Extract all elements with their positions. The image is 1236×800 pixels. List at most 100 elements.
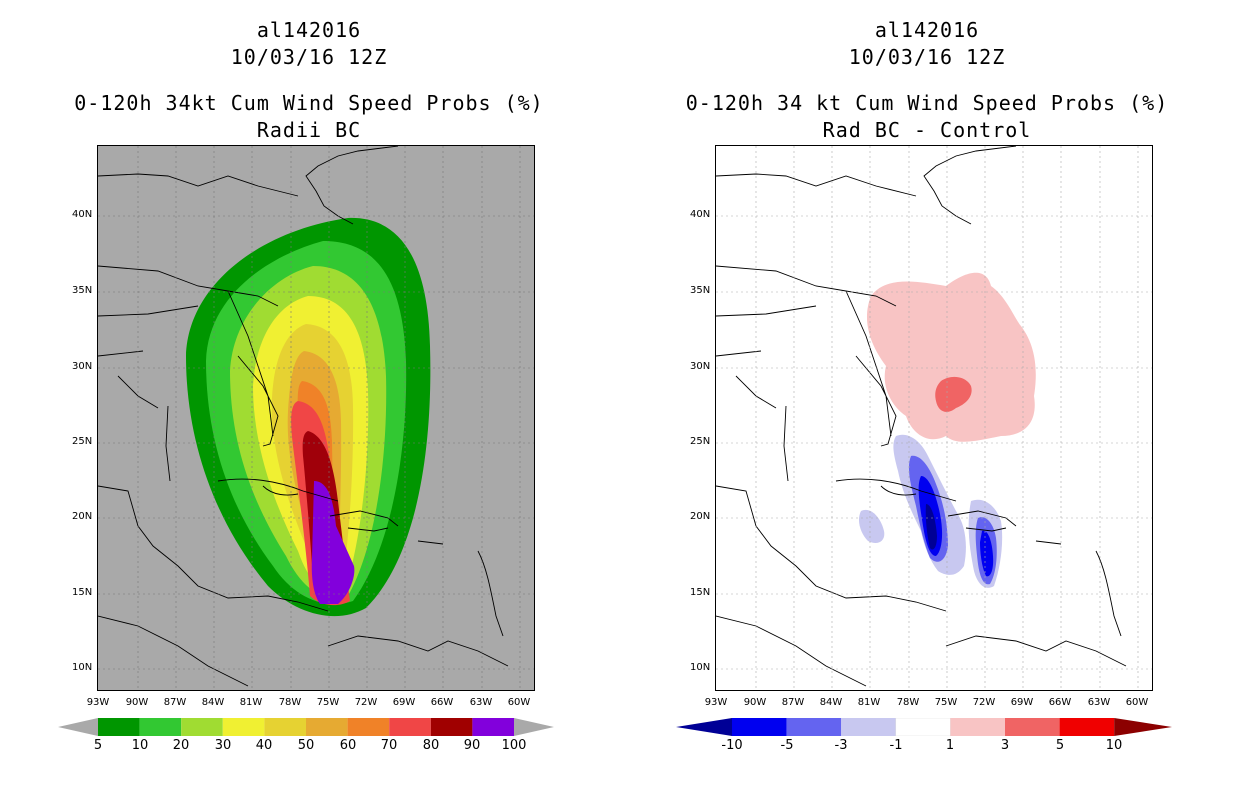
lon-tick-93w: 93W [86, 697, 110, 708]
lon-tick-69w: 69W [1010, 697, 1034, 708]
negative-5-10-east [980, 530, 994, 577]
cb-label-20: 20 [172, 738, 190, 753]
lon-tick-78w: 78W [278, 697, 302, 708]
forecast-date: 10/03/16 12Z [230, 45, 388, 69]
cb-label-minus1: -1 [889, 738, 903, 753]
lat-tick-15n: 15N [690, 587, 711, 598]
colorbar-swatches [58, 718, 554, 736]
swatch-minus1-1 [895, 718, 951, 736]
lon-tick-90w: 90W [743, 697, 767, 708]
swatch-20-30 [181, 718, 223, 736]
cb-label-minus10: -10 [721, 738, 743, 753]
coastlines [98, 146, 509, 687]
lon-tick-63w: 63W [1087, 697, 1111, 708]
cb-label-90: 90 [463, 738, 481, 753]
lat-tick-15n: 15N [72, 587, 93, 598]
lat-lon-grid [98, 146, 534, 690]
positive-3-5 [935, 376, 972, 412]
lon-tick-87w: 87W [781, 697, 805, 708]
swatch-10-20 [139, 718, 182, 736]
left-panel: al142016 10/03/16 12Z 0-120h 34kt Cum Wi… [58, 18, 554, 753]
positive-1-3 [866, 272, 1036, 442]
lon-tick-66w: 66W [1048, 697, 1072, 708]
lon-tick-72w: 72W [972, 697, 996, 708]
lat-tick-30n: 30N [690, 361, 711, 372]
lon-tick-60w: 60W [1125, 697, 1149, 708]
swatch-60-70 [347, 718, 390, 736]
lat-tick-40n: 40N [690, 209, 711, 220]
probability-colorbar [58, 718, 554, 736]
lat-tick-10n: 10N [72, 662, 93, 673]
lon-tick-60w: 60W [507, 697, 531, 708]
cb-label-60: 60 [339, 738, 357, 753]
lat-tick-30n: 30N [72, 361, 93, 372]
lon-tick-81w: 81W [857, 697, 881, 708]
cb-label-100: 100 [501, 738, 527, 753]
lon-tick-69w: 69W [392, 697, 416, 708]
cb-label-70: 70 [380, 738, 398, 753]
swatch-minus10-minus5 [732, 718, 787, 736]
contour-90 [311, 481, 355, 604]
swatch-minus5-minus3 [786, 718, 842, 736]
swatch-80-90 [430, 718, 473, 736]
lat-tick-35n: 35N [72, 285, 93, 296]
difference-map [715, 145, 1153, 691]
swatch-above-10 [1114, 718, 1172, 736]
swatch-70-80 [389, 718, 431, 736]
cb-label-minus5: -5 [780, 738, 794, 753]
lon-tick-90w: 90W [125, 697, 149, 708]
lat-tick-20n: 20N [690, 511, 711, 522]
swatch-30-40 [222, 718, 265, 736]
swatch-3-5 [1005, 718, 1060, 736]
cb-label-50: 50 [297, 738, 315, 753]
lat-tick-25n: 25N [690, 436, 711, 447]
coastlines [716, 146, 1127, 687]
cb-label-80: 80 [422, 738, 440, 753]
difference-colorbar [676, 718, 1172, 736]
cb-label-3: 3 [1000, 738, 1010, 753]
storm-id: al142016 [874, 18, 980, 42]
product-subtitle: Radii BC [256, 118, 362, 142]
right-panel: al142016 10/03/16 12Z 0-120h 34 kt Cum W… [618, 0, 1236, 800]
swatch-5-10 [1059, 718, 1115, 736]
product-subtitle: Rad BC - Control [822, 118, 1032, 142]
swatch-50-60 [306, 718, 348, 736]
lon-tick-72w: 72W [354, 697, 378, 708]
cb-label-minus3: -3 [834, 738, 848, 753]
negative-1-3-west [858, 509, 885, 543]
cb-label-30: 30 [214, 738, 232, 753]
lon-tick-81w: 81W [239, 697, 263, 708]
swatch-1-3 [950, 718, 1005, 736]
cb-label-5: 5 [1055, 738, 1065, 753]
product-title: 0-120h 34 kt Cum Wind Speed Probs (%) [685, 91, 1169, 115]
lat-tick-20n: 20N [72, 511, 93, 522]
lat-tick-40n: 40N [72, 209, 93, 220]
cb-label-1: 1 [945, 738, 955, 753]
lat-lon-grid [716, 146, 1152, 690]
lon-tick-84w: 84W [201, 697, 225, 708]
lon-tick-75w: 75W [934, 697, 958, 708]
swatch-minus3-minus1 [841, 718, 896, 736]
swatch-90-100 [472, 718, 514, 736]
forecast-date: 10/03/16 12Z [848, 45, 1006, 69]
colorbar-swatches [676, 718, 1172, 736]
cb-label-40: 40 [255, 738, 273, 753]
lat-tick-10n: 10N [690, 662, 711, 673]
swatch-5-10 [98, 718, 140, 736]
lon-tick-66w: 66W [430, 697, 454, 708]
lat-tick-25n: 25N [72, 436, 93, 447]
cb-label-10: 10 [1105, 738, 1123, 753]
lon-tick-87w: 87W [163, 697, 187, 708]
product-title: 0-120h 34kt Cum Wind Speed Probs (%) [74, 91, 544, 115]
swatch-below-minus10 [676, 718, 732, 736]
probability-map [97, 145, 535, 691]
swatch-40-50 [264, 718, 306, 736]
cb-label-10: 10 [131, 738, 149, 753]
lon-tick-78w: 78W [896, 697, 920, 708]
difference-contours [716, 146, 1152, 690]
storm-id: al142016 [256, 18, 362, 42]
negative-over-10 [925, 504, 937, 550]
probability-contours [98, 146, 534, 690]
lon-tick-84w: 84W [819, 697, 843, 708]
cb-label-5: 5 [93, 738, 103, 753]
